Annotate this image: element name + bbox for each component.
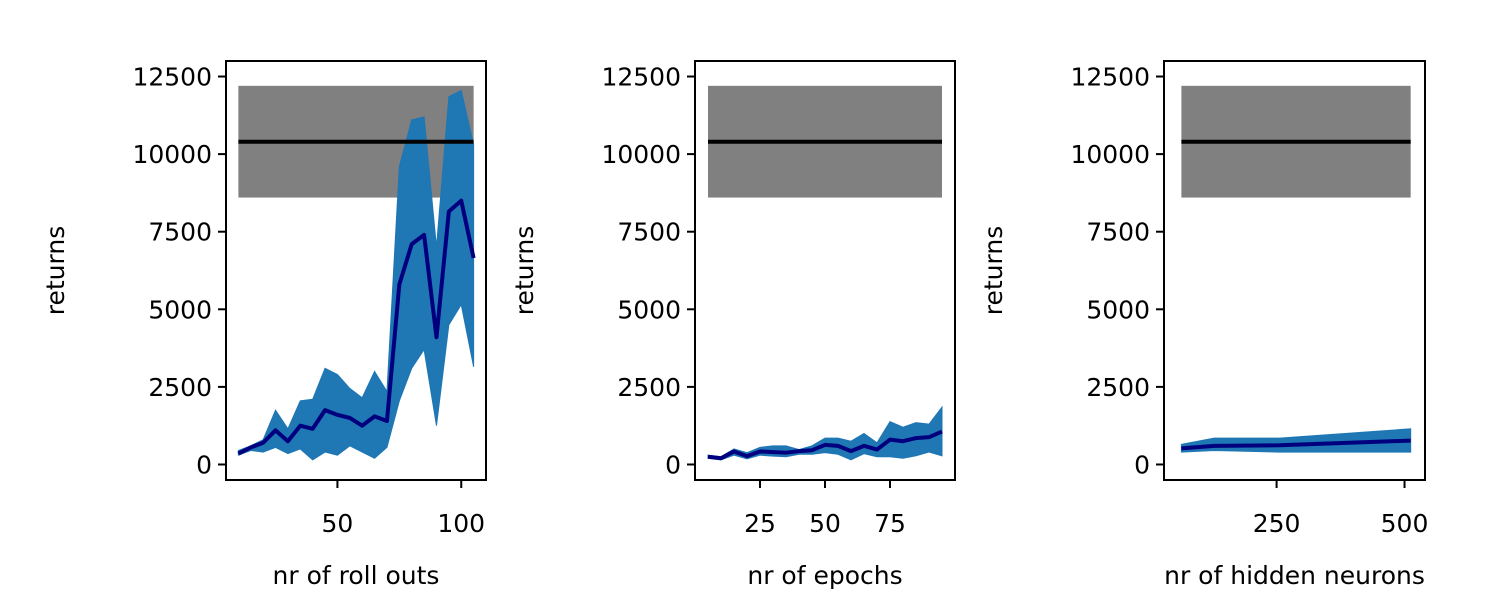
x-tick-label: 75 [874, 509, 906, 538]
x-axis-label: nr of hidden neurons [1164, 561, 1425, 590]
x-axis-label: nr of epochs [747, 561, 902, 590]
y-tick-label: 7500 [617, 218, 681, 247]
x-tick-label: 250 [1253, 509, 1301, 538]
y-tick-label: 10000 [601, 140, 681, 169]
y-tick-label: 12500 [1070, 63, 1150, 92]
x-tick-label: 25 [744, 509, 776, 538]
y-tick-label: 12500 [132, 63, 212, 92]
series-line [237, 198, 476, 456]
x-tick-label: 50 [322, 509, 354, 538]
axes-frame [225, 60, 487, 481]
subplot-2: 0 2500 5000 7500 10000 12500 25 50 75 nr of epoch… [510, 60, 956, 590]
axes-frame [1163, 60, 1426, 481]
subplot-1: 0 2500 5000 7500 10000 12500 50 100 nr of roll o… [41, 60, 487, 590]
y-tick-label: 12500 [601, 63, 681, 92]
y-tick-label: 2500 [148, 373, 212, 402]
x-tick-label: 100 [437, 509, 485, 538]
y-tick-label: 7500 [1086, 218, 1150, 247]
x-axis-label: nr of roll outs [273, 561, 440, 590]
y-tick-label: 5000 [617, 295, 681, 324]
y-tick-label: 7500 [148, 218, 212, 247]
x-tick-label: 500 [1381, 509, 1429, 538]
y-tick-label: 5000 [1086, 295, 1150, 324]
y-tick-label: 0 [196, 450, 212, 479]
y-axis-label: returns [41, 226, 70, 315]
y-tick-label: 10000 [132, 140, 212, 169]
series-line [1181, 438, 1411, 451]
y-axis-label: returns [979, 226, 1008, 315]
y-tick-label: 0 [665, 450, 681, 479]
series-band [707, 405, 943, 461]
y-tick-label: 5000 [148, 295, 212, 324]
y-tick-label: 0 [1134, 450, 1150, 479]
y-axis-label: returns [510, 226, 539, 315]
subplot-3: 0 2500 5000 7500 10000 12500 250 500 nr of hidde… [979, 60, 1429, 590]
series-line [707, 429, 943, 461]
x-tick-label: 50 [809, 509, 841, 538]
y-tick-label: 2500 [1086, 373, 1150, 402]
y-tick-label: 10000 [1070, 140, 1150, 169]
y-tick-label: 2500 [617, 373, 681, 402]
series-band [237, 89, 475, 461]
